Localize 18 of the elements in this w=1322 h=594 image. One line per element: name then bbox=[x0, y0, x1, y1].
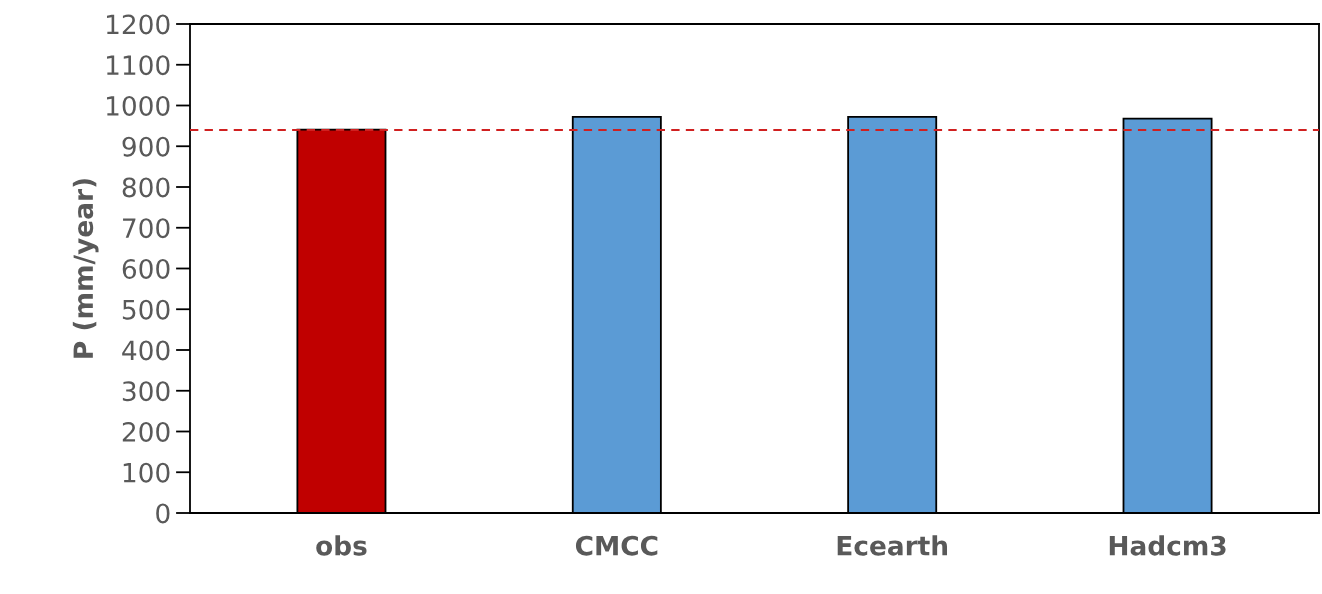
y-tick-label: 400 bbox=[122, 340, 170, 361]
y-axis-title: P (mm/year) bbox=[72, 179, 99, 358]
y-tick-label: 300 bbox=[122, 381, 170, 402]
y-tick-label: 200 bbox=[122, 421, 170, 442]
y-tick-label: 100 bbox=[123, 462, 170, 483]
y-tick-label: 1200 bbox=[106, 14, 170, 35]
x-tick-label: obs bbox=[316, 535, 367, 556]
x-tick-label: Ecearth bbox=[837, 535, 948, 556]
y-tick-label: 600 bbox=[122, 258, 170, 279]
y-tick-label: 700 bbox=[123, 218, 170, 239]
y-tick-label: 500 bbox=[122, 299, 170, 320]
y-tick-label: 1100 bbox=[106, 55, 170, 76]
x-tick-label: CMCC bbox=[575, 535, 658, 556]
y-tick-label: 0 bbox=[156, 503, 170, 524]
y-tick-label: 900 bbox=[122, 136, 170, 157]
y-tick-label: 800 bbox=[122, 177, 170, 198]
y-tick-label: 1000 bbox=[106, 95, 170, 116]
x-tick-label: Hadcm3 bbox=[1109, 535, 1226, 556]
